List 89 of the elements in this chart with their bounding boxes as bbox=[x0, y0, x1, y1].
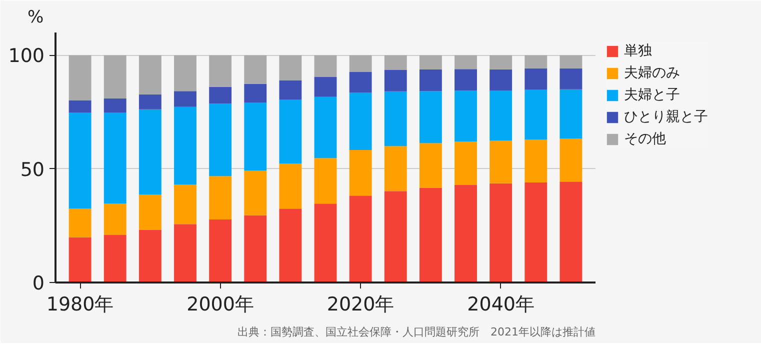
bar bbox=[384, 70, 407, 92]
bar bbox=[560, 68, 582, 90]
bar bbox=[419, 143, 442, 188]
bar bbox=[454, 90, 477, 142]
bar bbox=[419, 91, 442, 144]
bar bbox=[454, 55, 477, 70]
bar bbox=[524, 182, 548, 282]
bar bbox=[419, 188, 442, 282]
bar bbox=[419, 55, 442, 70]
bar bbox=[279, 164, 302, 209]
bar bbox=[314, 55, 337, 78]
legend-label: 夫婦のみ bbox=[624, 64, 680, 82]
bar bbox=[524, 68, 548, 90]
bar bbox=[138, 109, 162, 195]
legend-label: その他 bbox=[624, 130, 666, 148]
bar bbox=[209, 104, 232, 176]
bar bbox=[138, 230, 162, 282]
bar bbox=[349, 55, 372, 72]
bar bbox=[349, 150, 372, 196]
y-tick-label: 100 bbox=[8, 45, 44, 68]
bar bbox=[314, 158, 337, 204]
x-tick-label: 2020年 bbox=[326, 294, 394, 316]
x-tick-label: 2040年 bbox=[467, 294, 535, 316]
x-tick-label: 1980年 bbox=[46, 294, 114, 316]
bar bbox=[104, 235, 126, 282]
bar bbox=[490, 90, 512, 140]
bar bbox=[560, 138, 582, 182]
bar bbox=[419, 70, 442, 92]
bar bbox=[314, 204, 337, 282]
bar bbox=[68, 112, 92, 209]
bar bbox=[104, 55, 126, 98]
bar bbox=[279, 55, 302, 80]
bar bbox=[244, 55, 267, 84]
bar bbox=[384, 55, 407, 70]
bar bbox=[138, 55, 162, 94]
source-note: 出典：国勢調査、国立社会保障・人口問題研究所 2021年以降は推計値 bbox=[238, 326, 596, 338]
bar bbox=[454, 142, 477, 185]
bar bbox=[209, 220, 232, 282]
bar bbox=[560, 89, 582, 139]
y-axis-title: % bbox=[28, 8, 44, 28]
bar bbox=[560, 55, 582, 68]
bar bbox=[314, 77, 337, 97]
bar bbox=[244, 84, 267, 102]
bar bbox=[279, 208, 302, 282]
bar bbox=[279, 80, 302, 100]
bar bbox=[349, 72, 372, 93]
bar bbox=[138, 194, 162, 230]
bar bbox=[524, 55, 548, 68]
legend-label: 単独 bbox=[624, 42, 652, 60]
y-tick-label: 50 bbox=[20, 158, 45, 181]
bar bbox=[104, 112, 126, 204]
bar bbox=[384, 191, 407, 282]
bar bbox=[349, 92, 372, 150]
bar bbox=[138, 94, 162, 110]
bar bbox=[490, 69, 512, 90]
bar bbox=[209, 176, 232, 220]
bar bbox=[384, 91, 407, 146]
x-tick-label: 2000年 bbox=[186, 294, 254, 316]
bar bbox=[174, 184, 196, 224]
bar bbox=[68, 55, 92, 100]
bar bbox=[454, 185, 477, 282]
y-tick-label: 0 bbox=[32, 272, 45, 294]
bar bbox=[209, 86, 232, 104]
bar bbox=[174, 106, 196, 185]
bar bbox=[384, 146, 407, 192]
bar bbox=[490, 55, 512, 70]
bar bbox=[174, 224, 196, 282]
bar bbox=[454, 69, 477, 91]
bar bbox=[490, 140, 512, 184]
bar bbox=[104, 204, 126, 235]
legend-label: 夫婦と子 bbox=[624, 86, 680, 104]
bar bbox=[314, 96, 337, 158]
bar bbox=[174, 55, 196, 92]
bar bbox=[560, 182, 582, 282]
bar bbox=[68, 237, 92, 282]
bar bbox=[524, 90, 548, 140]
bar bbox=[104, 98, 126, 112]
bar bbox=[174, 91, 196, 107]
bar bbox=[524, 140, 548, 182]
bar bbox=[279, 100, 302, 164]
bar bbox=[490, 183, 512, 282]
bar bbox=[68, 208, 92, 238]
bar bbox=[349, 196, 372, 282]
bar bbox=[244, 215, 267, 282]
legend-label: ひとり親と子 bbox=[624, 108, 708, 126]
bar bbox=[244, 102, 267, 171]
bar bbox=[244, 170, 267, 216]
bar bbox=[68, 100, 92, 112]
bar bbox=[209, 55, 232, 87]
